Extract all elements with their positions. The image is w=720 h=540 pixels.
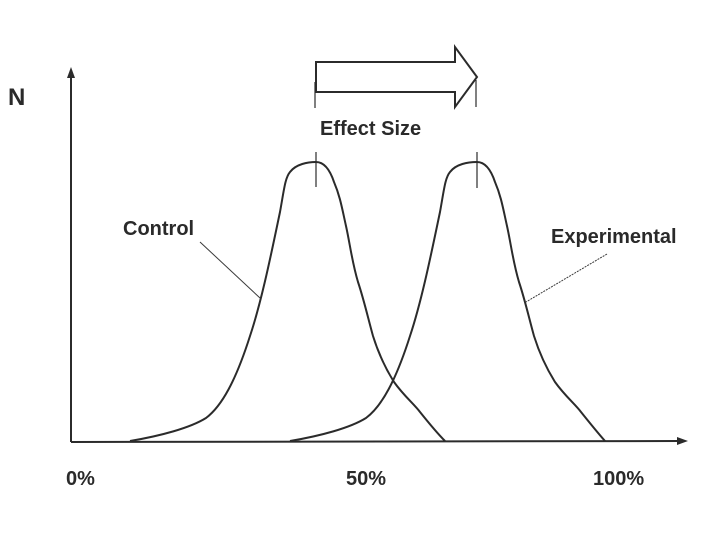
y-axis-label: N xyxy=(8,84,26,111)
experimental-leader-line xyxy=(525,253,608,303)
effect-size-arrow xyxy=(314,43,479,111)
right-arrow-icon xyxy=(315,43,479,111)
control-label: Control xyxy=(123,218,195,240)
y-axis-arrowhead-icon xyxy=(67,67,75,78)
experimental-curve xyxy=(289,160,606,442)
x-tick-50: 50% xyxy=(346,468,387,490)
control-curve xyxy=(129,160,446,442)
y-axis xyxy=(67,67,75,442)
x-tick-100: 100% xyxy=(593,468,645,490)
control-leader-line xyxy=(199,241,261,299)
x-tick-0: 0% xyxy=(66,468,95,490)
x-axis-arrowhead-icon xyxy=(677,437,688,445)
x-axis xyxy=(70,437,688,445)
effect-size-label: Effect Size xyxy=(320,118,422,140)
experimental-label: Experimental xyxy=(551,226,677,248)
